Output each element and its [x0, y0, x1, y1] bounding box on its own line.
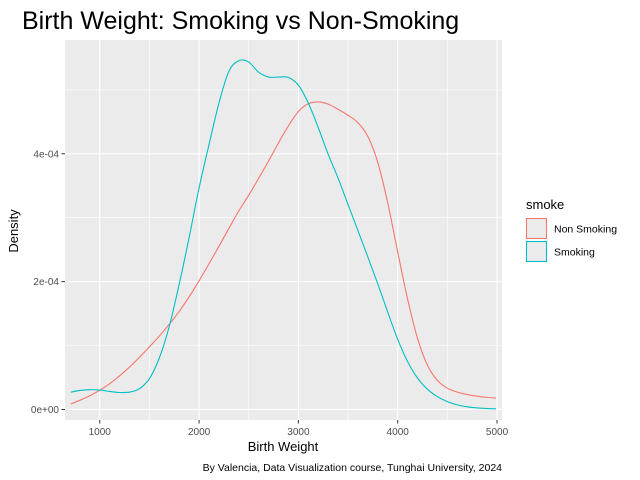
series-lines [70, 59, 497, 410]
grid-lines [65, 40, 502, 420]
legend-items: Non Smoking Smoking [525, 217, 617, 263]
y-tick-label: 0e+00 [31, 405, 60, 416]
x-tick-label: 4000 [387, 427, 410, 438]
y-tick-label: 4e-04 [33, 149, 59, 160]
series-line-smoking [70, 59, 497, 410]
legend-key-bg [526, 241, 547, 262]
plot-panel [65, 40, 502, 420]
chart-caption: By Valencia, Data Visualization course, … [203, 462, 503, 474]
y-axis-title: Density [6, 209, 21, 253]
legend-key-bg [526, 218, 547, 239]
x-tick-label: 2000 [188, 427, 211, 438]
x-axis-title: Birth Weight [248, 439, 319, 454]
legend-label-non-smoking: Non Smoking [554, 224, 617, 236]
chart-title: Birth Weight: Smoking vs Non-Smoking [22, 7, 459, 35]
x-tick-label: 5000 [486, 427, 509, 438]
legend: smoke Non Smoking Smoking [525, 197, 617, 263]
x-tick-label: 3000 [287, 427, 310, 438]
series-line-non-smoking [70, 101, 497, 405]
legend-key-smoking [525, 240, 548, 263]
y-axis-ticks: 0e+00 2e-04 4e-04 [31, 149, 65, 416]
legend-title: smoke [526, 197, 564, 212]
legend-key-non-smoking [525, 217, 548, 240]
x-axis-ticks: 1000 2000 3000 4000 5000 [89, 420, 509, 438]
y-tick-label: 2e-04 [33, 277, 59, 288]
x-tick-label: 1000 [89, 427, 112, 438]
legend-label-smoking: Smoking [554, 247, 595, 259]
